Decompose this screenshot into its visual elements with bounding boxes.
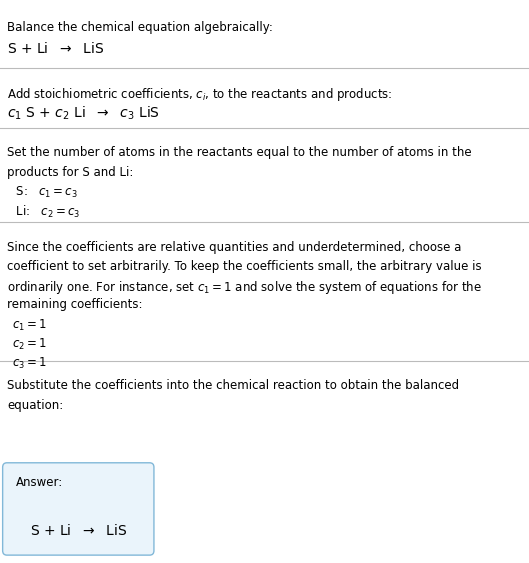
Text: $c_1$ S + $c_2$ Li  $\rightarrow$  $c_3$ LiS: $c_1$ S + $c_2$ Li $\rightarrow$ $c_3$ L… [7,105,160,122]
Text: Li:   $c_2 = c_3$: Li: $c_2 = c_3$ [12,204,80,220]
Text: $c_2 = 1$: $c_2 = 1$ [12,337,47,352]
FancyBboxPatch shape [3,463,154,555]
Text: Since the coefficients are relative quantities and underdetermined, choose a: Since the coefficients are relative quan… [7,241,461,254]
Text: ordinarily one. For instance, set $c_1 = 1$ and solve the system of equations fo: ordinarily one. For instance, set $c_1 =… [7,279,482,296]
Text: S + Li  $\rightarrow$  LiS: S + Li $\rightarrow$ LiS [30,523,127,538]
Text: Balance the chemical equation algebraically:: Balance the chemical equation algebraica… [7,21,273,34]
Text: Substitute the coefficients into the chemical reaction to obtain the balanced: Substitute the coefficients into the che… [7,379,459,392]
Text: products for S and Li:: products for S and Li: [7,166,133,178]
Text: Add stoichiometric coefficients, $c_i$, to the reactants and products:: Add stoichiometric coefficients, $c_i$, … [7,86,393,102]
Text: coefficient to set arbitrarily. To keep the coefficients small, the arbitrary va: coefficient to set arbitrarily. To keep … [7,260,481,273]
Text: $c_3 = 1$: $c_3 = 1$ [12,356,47,371]
Text: remaining coefficients:: remaining coefficients: [7,298,142,311]
Text: Answer:: Answer: [16,476,63,489]
Text: $c_1 = 1$: $c_1 = 1$ [12,318,47,333]
Text: S + Li  $\rightarrow$  LiS: S + Li $\rightarrow$ LiS [7,41,104,56]
Text: S:   $c_1 = c_3$: S: $c_1 = c_3$ [12,185,78,200]
Text: equation:: equation: [7,399,63,412]
Text: Set the number of atoms in the reactants equal to the number of atoms in the: Set the number of atoms in the reactants… [7,146,471,159]
